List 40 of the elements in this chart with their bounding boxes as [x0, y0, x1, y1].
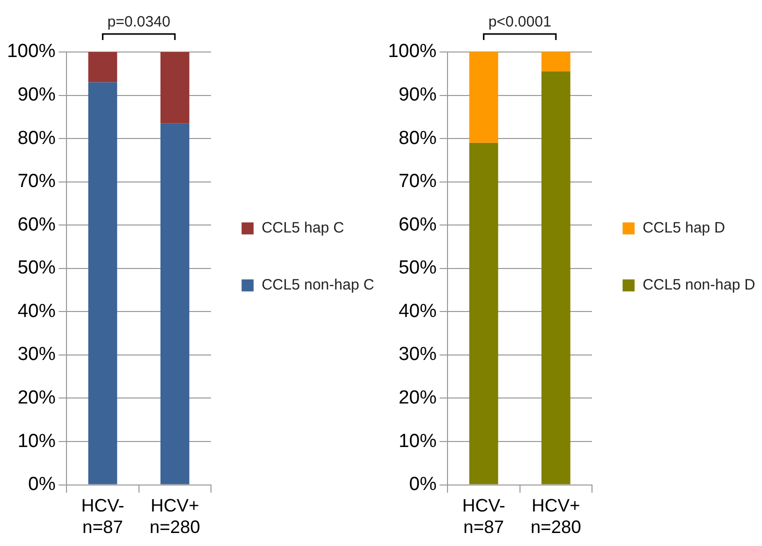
y-tick-label: 10% [398, 430, 437, 452]
text: p<0.0001 [488, 14, 552, 31]
legend-label: CCL5 hap D [642, 220, 726, 237]
bar [541, 52, 570, 72]
x-tick-label: HCV+ n=280 [530, 496, 582, 538]
y-tick-label: 60% [18, 214, 56, 236]
y-tick-label: 80% [398, 128, 437, 149]
y-tick-label: 20% [398, 387, 437, 408]
y-tick-label: 80% [18, 128, 56, 149]
y-tick-label: 100% [388, 41, 437, 62]
y-tick-label: 50% [398, 258, 437, 279]
y-tick-label: 70% [398, 171, 437, 192]
x-tick-label: HCV+ n=280 [150, 496, 200, 538]
y-tick-label: 40% [398, 300, 437, 322]
y-tick-label: 40% [18, 300, 56, 322]
y-tick-label: 90% [18, 84, 56, 106]
bar [469, 142, 498, 484]
y-tick-label: 10% [18, 430, 56, 452]
text: p=0.0340 [107, 14, 170, 31]
bar [160, 123, 190, 484]
y-tick-label: 70% [18, 171, 56, 192]
y-tick-label: 30% [398, 344, 437, 366]
y-tick-label: 60% [398, 214, 437, 236]
y-tick-label: 100% [6, 41, 56, 62]
y-tick-label: 30% [18, 344, 56, 366]
bar [160, 52, 190, 124]
bar [88, 52, 118, 82]
bar [88, 82, 118, 484]
bar [541, 71, 570, 484]
y-tick-label: 50% [18, 258, 56, 279]
x-tick-label: HCV- n=87 [81, 496, 124, 538]
bar [469, 52, 498, 143]
legend-label: CCL5 non-hap D [642, 276, 756, 294]
y-tick-label: 0% [28, 474, 56, 496]
legend-label: CCL5 hap C [262, 220, 344, 237]
legend-label: CCL5 non-hap C [262, 276, 374, 294]
x-tick-label: HCV- n=87 [462, 496, 506, 538]
y-tick-label: 90% [398, 84, 437, 106]
y-tick-label: 0% [409, 474, 437, 496]
y-tick-label: 20% [18, 387, 56, 408]
